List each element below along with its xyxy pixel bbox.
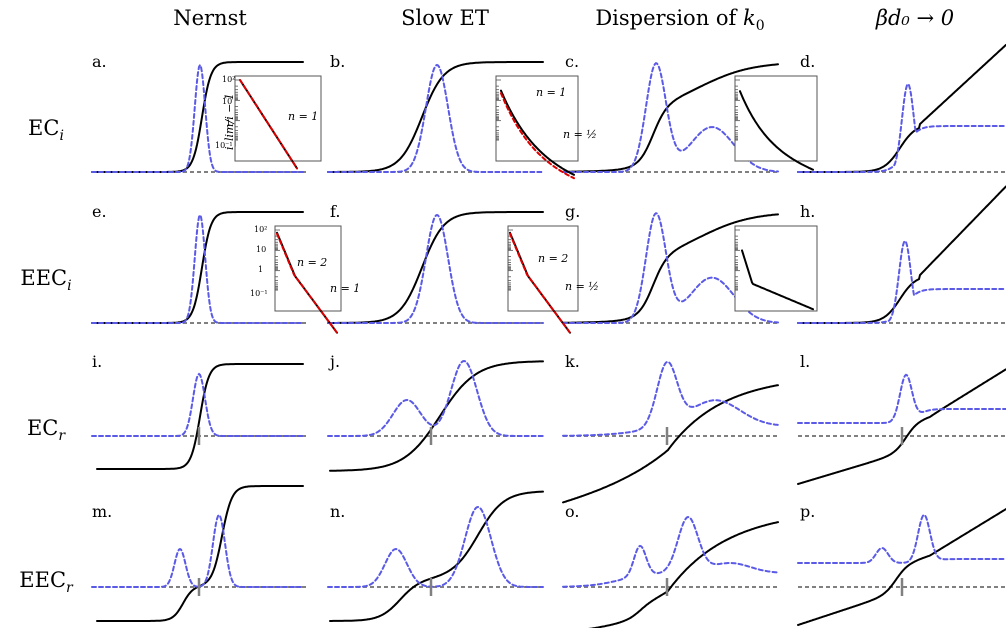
panel-label-e: e. [92,202,107,221]
derivative-curve [797,239,1006,324]
inset-curve [500,89,575,176]
derivative-curve [797,513,1006,564]
derivative-curve [797,82,1006,173]
inset-label-n2: n = 2 [297,256,327,269]
current-curve [329,360,544,472]
panel-label-p: p. [800,502,816,521]
inset-label-n1: n = 1 [330,282,360,295]
inset-tick-label: 10⁻¹ [250,289,268,298]
row-label-eec-i: EECi [0,266,92,294]
column-title-slow-et: Slow ET [401,6,489,30]
panel-label-m: m. [92,502,113,521]
derivative-curve [91,62,304,173]
panel-label-h: h. [800,202,816,221]
inset-panel-a [234,75,322,162]
derivative-curve [91,372,304,437]
derivative-curve [327,505,544,588]
current-curve [797,508,1006,626]
inset-label-n1: n = 1 [288,110,318,123]
inset-tick-label: 10² [254,225,267,234]
row-label-sub: i [59,128,64,145]
current-curve [797,185,1006,324]
current-curve [96,485,304,622]
derivative-curve [91,212,304,324]
current-curve [562,384,779,504]
column-title-beta-d0: βd₀ → 0 [875,6,955,30]
inset-label-nhalf: n = ½ [565,280,599,293]
inset-tick-label: 1 [258,265,263,274]
inset-panel-d [734,75,818,162]
column-title-nernst: Nernst [173,6,247,30]
inset-label-n2: n = 2 [538,252,568,265]
derivative-curve [562,515,779,588]
panel-label-l: l. [800,352,811,371]
current-curve [562,521,779,632]
inset-panel-g [507,225,579,312]
inset-tick-label: 10 [256,245,266,254]
inset-ylabel: i_lim/i − 1 [223,93,236,150]
k0-subscript: 0 [755,18,765,35]
panel-label-n: n. [330,502,346,521]
column-title-dispersion: Dispersion of k0 [560,6,800,34]
row-label-sub: r [58,428,66,445]
inset-curve [741,249,814,311]
derivative-curve [797,373,1006,424]
derivative-curve [327,359,544,437]
inset-tick-label: 1 [226,119,231,128]
row-label-main: EEC [19,568,67,592]
current-curve [91,211,304,324]
row-label-ec-i: ECi [0,116,92,144]
panel-label-d: d. [800,52,816,71]
derivative-curve [327,63,544,173]
panel-label-k: k. [565,352,580,371]
panel-label-f: f. [330,202,341,221]
current-curve [96,363,304,470]
derivative-curve [327,213,544,324]
inset-tick-label: 10 [222,97,232,106]
current-curve [797,43,1006,173]
column-title-dispersion-text: Dispersion of [595,6,743,30]
panel-label-a: a. [92,52,107,71]
inset-tick-label: 10² [222,75,235,84]
row-label-main: EC [26,416,59,440]
inset-label-n1: n = 1 [536,86,566,99]
panel-label-b: b. [330,52,346,71]
inset-fit-curve [509,232,571,334]
panel-label-g: g. [565,202,581,221]
panel-label-o: o. [565,502,580,521]
inset-fit-curve [276,232,338,334]
panel-label-c: c. [565,52,580,71]
k0-symbol: k [743,6,756,30]
panel-label-i: i. [92,352,103,371]
derivative-curve [91,513,304,588]
row-label-main: EEC [20,266,68,290]
row-label-sub: i [67,278,72,295]
row-label-main: EC [28,116,60,140]
row-label-sub: r [66,580,73,597]
inset-fit-curve [500,92,575,180]
current-curve [329,490,544,622]
row-label-eec-r: EECr [0,568,92,596]
inset-fit-curve [239,79,298,170]
row-label-ec-r: ECr [0,416,92,444]
derivative-curve [562,360,779,437]
inset-curve [739,90,814,171]
inset-tick-label: 10⁻¹ [215,141,233,150]
inset-panel-h [734,225,818,312]
panel-label-j: j. [330,352,341,371]
inset-label-nhalf: n = ½ [563,128,597,141]
